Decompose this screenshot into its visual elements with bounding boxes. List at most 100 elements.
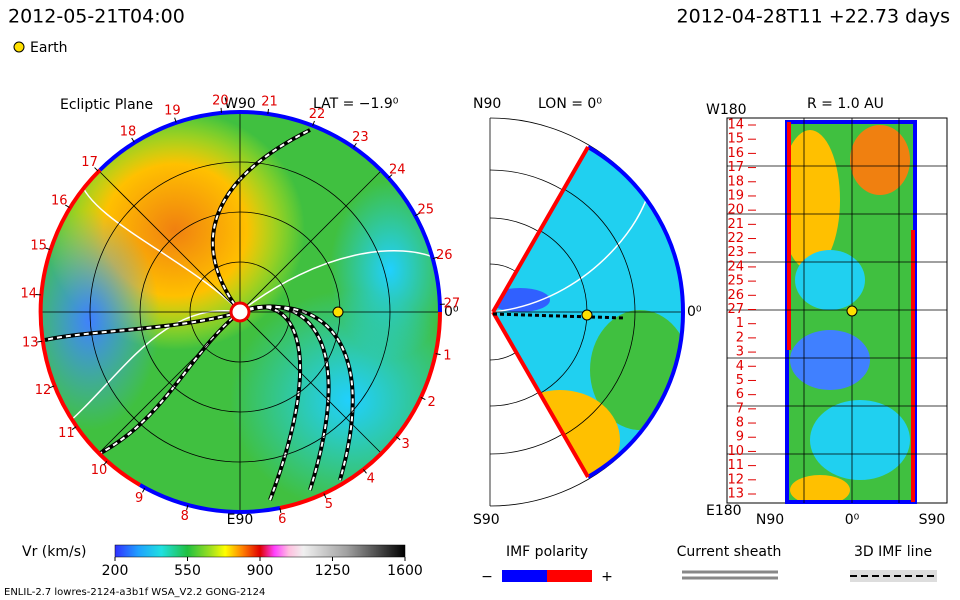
day-label: 5 bbox=[325, 497, 333, 512]
day-tick bbox=[37, 340, 43, 343]
day-tick bbox=[174, 117, 177, 123]
day-label: 17 bbox=[727, 160, 744, 175]
run-info: 2012-04-28T11 +22.73 days bbox=[677, 6, 950, 28]
day-label: 19 bbox=[164, 104, 181, 119]
imf-positive bbox=[547, 570, 592, 582]
day-tick bbox=[432, 256, 438, 260]
earth-legend: Earth bbox=[30, 40, 68, 56]
day-label: 25 bbox=[727, 274, 744, 289]
day-tick bbox=[363, 469, 367, 474]
day-tick bbox=[45, 247, 51, 251]
ecliptic-panel: Ecliptic Plane W90 LAT = −1.9⁰ E90 0⁰ 12… bbox=[21, 93, 461, 528]
day-label: 4 bbox=[367, 471, 375, 486]
earth-icon bbox=[13, 41, 25, 53]
colorbar-tick-label: 900 bbox=[247, 563, 274, 579]
day-label: 17 bbox=[81, 155, 98, 170]
colorbar-label: Vr (km/s) bbox=[22, 544, 86, 560]
day-label: 16 bbox=[727, 146, 744, 161]
day-label: 7 bbox=[736, 401, 744, 416]
footer: ENLIL-2.7 lowres-2124-a3b1f WSA_V2.2 GON… bbox=[4, 587, 265, 598]
day-label: 25 bbox=[418, 202, 435, 217]
day-label: 19 bbox=[727, 188, 744, 203]
day-tick bbox=[49, 385, 55, 389]
day-label: 2 bbox=[736, 330, 744, 345]
ecliptic-title: Ecliptic Plane bbox=[60, 97, 153, 113]
day-label: 27 bbox=[444, 296, 461, 311]
day-label: 26 bbox=[436, 248, 453, 263]
day-label: 14 bbox=[21, 286, 38, 301]
day-tick bbox=[435, 353, 441, 356]
day-tick bbox=[395, 436, 401, 441]
day-label: 11 bbox=[727, 458, 744, 473]
day-tick bbox=[71, 426, 77, 430]
day-tick bbox=[103, 460, 108, 466]
day-label: 5 bbox=[736, 373, 744, 388]
day-tick bbox=[420, 397, 426, 401]
day-label: 23 bbox=[352, 130, 369, 145]
imf-line-title: 3D IMF line bbox=[854, 544, 932, 560]
day-tick bbox=[279, 507, 282, 513]
day-label: 24 bbox=[727, 259, 744, 274]
day-label: 26 bbox=[727, 288, 744, 303]
day-label: 6 bbox=[278, 512, 286, 527]
colorbar-tick-label: 200 bbox=[102, 563, 129, 579]
day-label: 13 bbox=[727, 487, 744, 502]
day-label: 13 bbox=[22, 335, 39, 350]
sphere-panel: R = 1.0 AU W180 E180 N90 0⁰ S90 1 4 151617… bbox=[706, 96, 948, 528]
day-tick bbox=[353, 142, 357, 148]
day-label: 3 bbox=[736, 345, 744, 360]
day-label: 15 bbox=[727, 132, 744, 147]
day-label: 21 bbox=[261, 95, 278, 110]
sphere-x-label: S90 bbox=[919, 512, 946, 528]
imf-minus: − bbox=[481, 569, 493, 585]
imf-negative bbox=[502, 570, 547, 582]
meridian-title: LON = 0⁰ bbox=[538, 96, 602, 112]
imf-title: IMF polarity bbox=[506, 544, 588, 560]
date: 2012-05-21T04:00 bbox=[8, 6, 185, 28]
sphere-top: W180 bbox=[706, 102, 747, 118]
ecliptic-bottom: E90 bbox=[227, 512, 254, 528]
day-tick bbox=[312, 120, 315, 126]
day-label: 24 bbox=[389, 162, 406, 177]
day-label: 10 bbox=[727, 444, 744, 459]
meridian-right: 0⁰ bbox=[687, 304, 702, 320]
day-label: 27 bbox=[727, 302, 744, 317]
day-label: 23 bbox=[727, 245, 744, 260]
imf-line-bg bbox=[850, 570, 937, 582]
sphere-bottom: E180 bbox=[706, 503, 742, 519]
colorbar-tick-label: 1600 bbox=[387, 563, 423, 579]
day-label: 9 bbox=[736, 430, 744, 445]
day-label: 1 bbox=[736, 316, 744, 331]
colorbar-tick-label: 550 bbox=[174, 563, 201, 579]
day-label: 20 bbox=[727, 203, 744, 218]
day-label: 4 bbox=[736, 359, 744, 374]
sphere-title: R = 1.0 AU bbox=[807, 96, 884, 112]
day-label: 16 bbox=[51, 194, 68, 209]
day-label: 12 bbox=[727, 472, 744, 487]
day-label: 10 bbox=[91, 463, 108, 478]
day-label: 6 bbox=[736, 387, 744, 402]
sphere-x-label: N90 bbox=[756, 512, 784, 528]
day-tick bbox=[388, 174, 393, 179]
sphere-x-label: 0⁰ bbox=[845, 512, 860, 528]
day-label: 8 bbox=[181, 509, 189, 524]
day-tick bbox=[415, 212, 420, 217]
ecliptic-lat: LAT = −1.9⁰ bbox=[313, 96, 399, 112]
day-label: 3 bbox=[402, 437, 410, 452]
sheath-title: Current sheath bbox=[677, 544, 782, 560]
day-tick bbox=[323, 493, 327, 499]
day-label: 21 bbox=[727, 217, 744, 232]
colorbar-tick-label: 1250 bbox=[315, 563, 351, 579]
day-tick bbox=[186, 504, 189, 511]
meridian-north: N90 bbox=[473, 96, 501, 112]
day-label: 1 bbox=[443, 349, 451, 364]
day-label: 22 bbox=[309, 107, 326, 122]
colorbar: Vr (km/s) 200 550 900 1250 1600 bbox=[22, 544, 423, 579]
day-label: 12 bbox=[35, 383, 52, 398]
imf-plus: + bbox=[601, 569, 613, 585]
ecliptic-top: W90 bbox=[224, 96, 256, 112]
day-label: 11 bbox=[58, 426, 75, 441]
day-tick bbox=[267, 108, 270, 115]
day-tick bbox=[64, 204, 70, 208]
